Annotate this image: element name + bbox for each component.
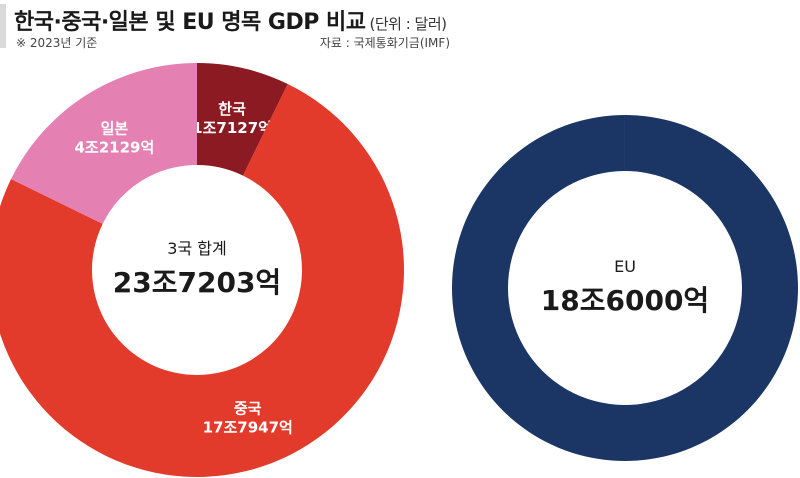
unit-label: (단위 : 달러)	[369, 15, 448, 33]
donut0-slice-1-name: 중국	[234, 400, 262, 418]
donut0-slice-2-value: 4조2129억	[75, 139, 155, 157]
donut0-slice-1	[0, 83, 404, 477]
donut0-slice-1-value: 17조7947억	[203, 419, 293, 437]
chart-title-text: 한국·중국·일본 및 EU 명목 GDP 비교	[14, 10, 366, 35]
title-accent-bar	[0, 4, 6, 48]
chart-title: 한국·중국·일본 및 EU 명목 GDP 비교 (단위 : 달러)	[14, 4, 447, 36]
donut0-slice-0-name: 한국	[218, 100, 246, 118]
donut1-center-value: 18조6000억	[541, 284, 709, 317]
donut0-slice-2	[11, 62, 197, 224]
base-year-note: ※ 2023년 기준	[16, 36, 98, 50]
donut1-slice-0	[451, 115, 798, 461]
donut-eu: EU 18조6000억	[451, 115, 798, 461]
donut0-slice-2-name: 일본	[101, 120, 129, 138]
donut0-center-title: 3국 합계	[167, 239, 226, 258]
donut0-slice-0-value: 1조7127억	[192, 119, 272, 137]
source-note: 자료 : 국제통화기금(IMF)	[319, 36, 450, 50]
donut1-center-title: EU	[614, 257, 636, 276]
donut0-slice-0	[197, 63, 288, 176]
donut0-center-value: 23조7203억	[113, 266, 281, 299]
